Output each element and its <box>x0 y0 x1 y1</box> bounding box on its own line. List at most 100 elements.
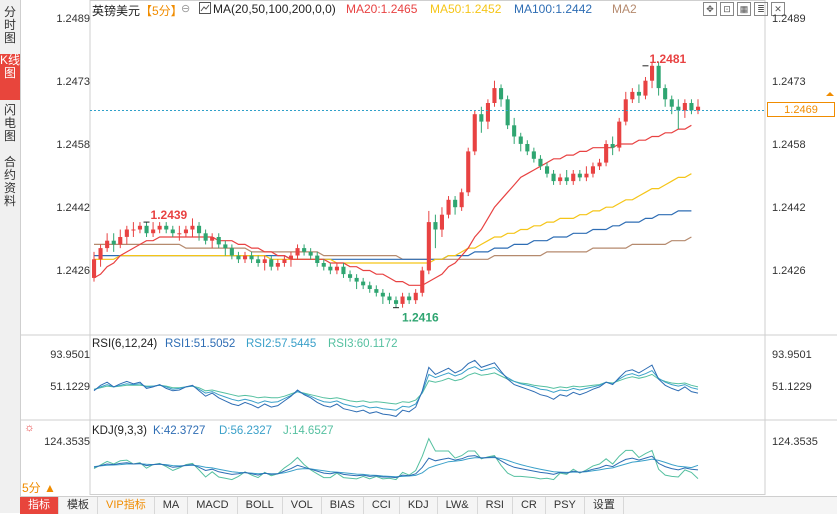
low-marker: 1.2416 <box>393 307 439 325</box>
side-tab-bar: 分时图 K线图 闪电图 合约资料 <box>0 0 21 513</box>
candle-body <box>669 99 674 107</box>
rsi3-value: RSI3:60.1172 <box>328 338 398 350</box>
candle-body <box>564 177 569 182</box>
candle-body <box>315 255 320 263</box>
candle-body <box>492 88 497 103</box>
candle-body <box>604 144 609 163</box>
candle-body <box>321 263 326 267</box>
tab-contract-info[interactable]: 合约资料 <box>0 156 20 212</box>
candle-body <box>275 263 280 267</box>
low-label: 1.2416 <box>402 311 439 325</box>
candle-body <box>433 222 438 230</box>
tab-settings[interactable]: 设置 <box>585 497 624 514</box>
candle-body <box>584 173 589 178</box>
tab-bias[interactable]: BIAS <box>322 497 364 514</box>
kline-chart[interactable]: 1.2439 1.2416 1.2481 <box>0 0 837 495</box>
rsi3-line <box>93 372 699 405</box>
high-right-label: 1.2481 <box>649 52 686 66</box>
tab-time-sharing[interactable]: 分时图 <box>0 6 20 46</box>
candle-body <box>505 99 510 126</box>
tab-label: K线图 <box>0 53 21 80</box>
candle-body <box>413 292 418 301</box>
tab-vip-indicators[interactable]: VIP指标 <box>98 497 155 514</box>
candle-body <box>643 80 648 96</box>
candle-body <box>479 114 484 122</box>
candle-body <box>341 266 346 275</box>
tab-flash-chart[interactable]: 闪电图 <box>0 104 20 150</box>
grid-icon[interactable]: ▦ <box>737 2 751 16</box>
candle-body <box>610 144 615 148</box>
candle-body <box>308 251 313 256</box>
ma20-value: MA20:1.2465 <box>346 2 418 16</box>
period-label[interactable]: 【5分】 <box>140 4 183 18</box>
close-icon[interactable]: ✕ <box>771 2 785 16</box>
y-axis-right-label: 1.2473 <box>772 76 806 88</box>
tab-lw[interactable]: LW& <box>438 497 478 514</box>
candle-body <box>367 285 372 289</box>
candle-body <box>243 255 248 260</box>
rsi1-value: RSI1:51.5052 <box>165 338 236 350</box>
tab-macd[interactable]: MACD <box>188 497 238 514</box>
shrink-icon[interactable]: ⊡ <box>720 2 734 16</box>
candle-body <box>696 106 701 111</box>
tab-kdj[interactable]: KDJ <box>400 497 438 514</box>
high-left-marker: 1.2439 <box>143 208 188 223</box>
tab-cci[interactable]: CCI <box>364 497 400 514</box>
chart-icon[interactable] <box>199 2 211 17</box>
candle-body <box>466 151 471 193</box>
toolbar-icons: ✥ ⊡ ▦ ≣ ✕ <box>703 2 785 16</box>
rsi-axis-mid: 51.1229 <box>50 381 90 393</box>
tab-label: 闪电图 <box>3 103 16 143</box>
rsi-lines <box>93 359 699 417</box>
candle-body <box>223 244 228 249</box>
tab-vol[interactable]: VOL <box>283 497 322 514</box>
ma50-value: MA50:1.2452 <box>430 2 502 16</box>
candle-body <box>164 225 169 230</box>
candle-body <box>183 229 188 234</box>
candle-body <box>636 91 641 96</box>
ma-params: MA(20,50,100,200,0,0) <box>213 2 336 16</box>
period-selector[interactable]: 5分 ▲ <box>22 481 56 495</box>
indicator-tab-bar: 指标 模板 VIP指标 MA MACD BOLL VOL BIAS CCI KD… <box>20 496 837 514</box>
rsi-axis-top: 93.9501 <box>50 349 90 361</box>
candle-body <box>590 166 595 174</box>
tab-indicators[interactable]: 指标 <box>20 497 59 514</box>
candle-body <box>374 289 379 293</box>
candle-body <box>111 240 116 245</box>
candle-body <box>656 65 661 89</box>
candle-body <box>617 121 622 148</box>
tab-psy[interactable]: PSY <box>546 497 585 514</box>
sun-icon[interactable]: ☼ <box>24 422 35 434</box>
tab-kline[interactable]: K线图 <box>0 54 20 100</box>
candle-body <box>571 173 576 182</box>
kdj-title: KDJ(9,3,3) <box>92 425 147 437</box>
candle-body <box>288 255 293 260</box>
candle-body <box>499 88 504 100</box>
expand-icon[interactable]: ✥ <box>703 2 717 16</box>
candle-body <box>229 248 234 256</box>
candle-body <box>623 99 628 122</box>
candle-body <box>689 103 694 111</box>
tab-templates[interactable]: 模板 <box>59 497 98 514</box>
y-axis-left-label: 1.2458 <box>56 139 90 151</box>
hide-toggle-icon[interactable]: ⊖ <box>181 3 191 15</box>
ma200-value: MA2 <box>612 2 637 16</box>
rsi-axis-top-right: 93.9501 <box>772 349 812 361</box>
list-icon[interactable]: ≣ <box>754 2 768 16</box>
tab-rsi[interactable]: RSI <box>478 497 513 514</box>
kdj-axis-top: 124.3535 <box>44 436 90 448</box>
candle-body <box>630 91 635 100</box>
candle-body <box>472 114 477 152</box>
kdj-lines <box>93 437 699 481</box>
tab-ma[interactable]: MA <box>155 497 189 514</box>
moving-average-lines <box>93 124 692 286</box>
candle-body <box>328 266 333 271</box>
y-axis-left-label: 1.2473 <box>56 76 90 88</box>
tab-cr[interactable]: CR <box>513 497 546 514</box>
tab-boll[interactable]: BOLL <box>238 497 283 514</box>
y-axis-right-label: 1.2426 <box>772 265 806 277</box>
candle-body <box>170 229 175 234</box>
chart-frame <box>89 0 766 495</box>
candle-body <box>354 277 359 282</box>
candle-body <box>302 248 307 252</box>
